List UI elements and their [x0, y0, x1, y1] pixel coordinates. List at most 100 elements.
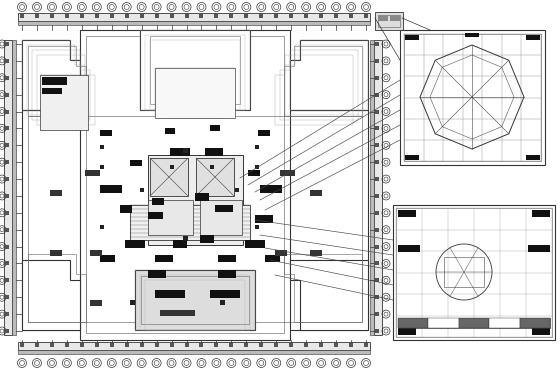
Bar [155, 68, 235, 118]
Bar [160, 310, 195, 316]
Bar [5, 262, 9, 265]
Bar [95, 343, 99, 347]
Bar [375, 278, 379, 282]
Bar [375, 110, 379, 114]
Polygon shape [290, 260, 368, 330]
Bar [183, 148, 188, 153]
Bar [375, 262, 379, 265]
Polygon shape [22, 40, 80, 110]
Bar [140, 275, 250, 330]
Bar [405, 35, 419, 40]
Bar [148, 200, 193, 235]
Bar [375, 245, 379, 249]
Bar [390, 15, 400, 21]
Bar [265, 255, 280, 262]
Bar [80, 30, 290, 340]
Bar [398, 328, 416, 335]
Bar [140, 30, 250, 110]
Bar [304, 343, 308, 347]
Bar [304, 14, 308, 18]
Bar [50, 190, 62, 196]
Bar [42, 88, 62, 94]
Bar [140, 188, 144, 192]
Bar [95, 14, 99, 18]
Bar [148, 155, 243, 245]
Bar [86, 36, 284, 333]
Bar [245, 240, 265, 248]
Bar [145, 35, 245, 110]
Bar [214, 14, 218, 18]
Bar [255, 165, 259, 169]
Bar [210, 165, 214, 169]
Bar [214, 343, 218, 347]
Bar [526, 155, 540, 160]
Bar [375, 312, 379, 316]
Bar [155, 290, 185, 298]
Bar [334, 343, 338, 347]
Bar [50, 250, 62, 256]
Bar [155, 343, 158, 347]
Bar [155, 14, 158, 18]
Bar [259, 343, 263, 347]
Bar [150, 40, 240, 110]
Bar [148, 212, 163, 219]
Bar [218, 270, 236, 278]
Bar [5, 59, 9, 63]
Bar [220, 300, 225, 305]
Bar [173, 240, 187, 248]
Bar [398, 245, 420, 252]
Bar [396, 208, 552, 337]
Bar [100, 185, 122, 193]
Bar [235, 188, 239, 192]
Bar [100, 225, 104, 229]
Bar [489, 318, 520, 328]
Bar [20, 343, 24, 347]
Bar [150, 158, 188, 196]
Bar [375, 160, 379, 164]
Bar [5, 228, 9, 232]
Bar [280, 170, 295, 176]
Bar [110, 343, 114, 347]
Bar [5, 329, 9, 333]
Bar [349, 343, 353, 347]
Bar [170, 14, 174, 18]
Bar [334, 14, 338, 18]
Bar [374, 40, 382, 335]
Bar [130, 160, 142, 166]
Bar [5, 194, 9, 198]
Bar [80, 14, 84, 18]
Bar [370, 40, 374, 335]
Bar [459, 318, 489, 328]
Bar [5, 295, 9, 299]
Bar [100, 130, 112, 136]
Bar [145, 280, 245, 330]
Bar [22, 110, 368, 330]
Bar [35, 343, 39, 347]
Bar [244, 14, 248, 18]
Bar [465, 33, 479, 37]
Bar [170, 165, 174, 169]
Bar [159, 72, 231, 118]
Bar [364, 343, 368, 347]
Bar [35, 14, 39, 18]
Bar [398, 318, 428, 328]
Bar [319, 343, 323, 347]
Bar [80, 343, 84, 347]
Bar [200, 235, 214, 243]
Bar [140, 30, 250, 110]
Bar [20, 14, 24, 18]
Bar [375, 295, 379, 299]
Bar [248, 170, 260, 176]
Bar [275, 250, 287, 256]
Bar [520, 318, 550, 328]
Bar [85, 170, 100, 176]
Bar [404, 34, 541, 161]
Bar [255, 225, 259, 229]
Bar [375, 143, 379, 147]
Bar [18, 21, 370, 25]
Bar [393, 205, 555, 340]
Bar [310, 250, 322, 256]
Bar [148, 270, 166, 278]
Bar [12, 40, 16, 335]
Bar [255, 215, 273, 223]
